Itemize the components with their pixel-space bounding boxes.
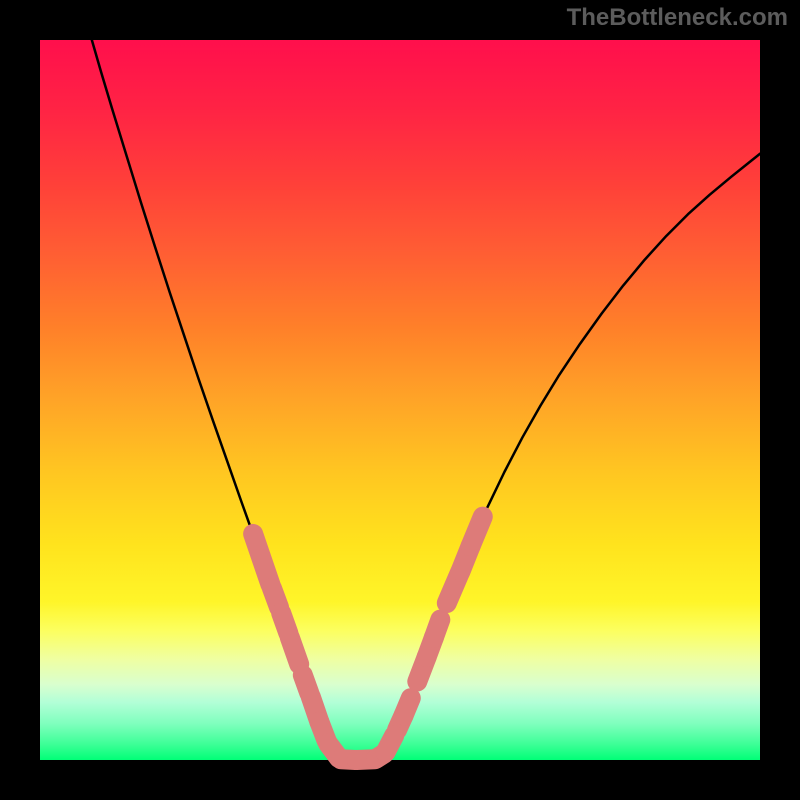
bottleneck-chart: TheBottleneck.com	[0, 0, 800, 800]
chart-svg	[0, 0, 800, 800]
watermark-text: TheBottleneck.com	[567, 4, 788, 32]
chart-background-gradient	[40, 40, 760, 760]
